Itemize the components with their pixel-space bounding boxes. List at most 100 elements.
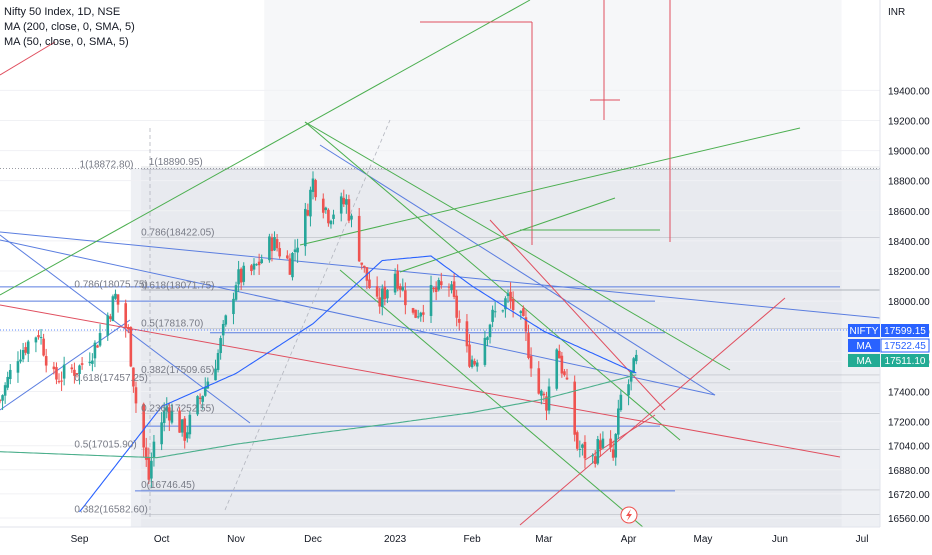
ma50-line	[79, 255, 637, 513]
candle-body	[214, 368, 217, 381]
price-tag-name-label: MA	[857, 356, 872, 367]
candle-body	[563, 371, 566, 376]
time-tick-label: May	[694, 534, 713, 545]
candle-body	[96, 345, 99, 348]
candle-body	[268, 236, 271, 261]
trendline-red	[489, 219, 666, 411]
candle-body	[78, 365, 81, 375]
fib-label: 0.786(18075.75)	[74, 280, 147, 291]
price-tag-name	[848, 339, 880, 352]
candle-body	[314, 180, 317, 198]
trendline-green	[339, 269, 671, 551]
candle-body	[288, 258, 292, 275]
price-tick-label: 18400.00	[888, 237, 930, 248]
candle-body	[311, 178, 315, 192]
price-tick-label: 18200.00	[888, 267, 930, 278]
price-tick-label: 18600.00	[888, 207, 930, 218]
candle-body	[39, 336, 43, 338]
candle-body	[188, 414, 192, 435]
candle-body	[106, 315, 110, 336]
candle-body	[275, 239, 279, 249]
candle-body	[273, 237, 276, 251]
candle-body	[401, 287, 405, 291]
candle-body	[185, 432, 189, 439]
candle-body	[475, 362, 479, 367]
candle-body	[347, 199, 351, 221]
candle-body	[416, 316, 420, 318]
candle-body	[8, 369, 12, 380]
candle-body	[383, 286, 387, 300]
candle-body	[522, 308, 525, 316]
legend-ma50[interactable]: MA (50, close, 0, SMA, 5)	[4, 36, 129, 48]
candle-body	[203, 386, 207, 396]
trendline-blue	[0, 231, 881, 319]
candle-body	[565, 377, 569, 380]
candle-body	[414, 309, 417, 318]
candle-body	[232, 298, 235, 315]
candle-body	[62, 364, 66, 379]
fib-label: 0.5(17015.90)	[74, 439, 136, 450]
price-tag-value-label: 17599.15	[884, 326, 926, 337]
candle-body	[560, 355, 564, 374]
candle-body	[286, 255, 289, 259]
candle-body	[452, 281, 456, 297]
candle-body	[234, 285, 238, 300]
time-tick-label: Feb	[463, 534, 481, 545]
candle-body	[632, 358, 636, 374]
trendline-green	[304, 121, 731, 371]
candle-body	[404, 290, 407, 306]
candle-body	[350, 215, 353, 220]
fib-zone-top	[264, 0, 842, 168]
time-tick-label: Dec	[304, 534, 322, 545]
candle-body	[509, 291, 512, 302]
candle-body	[429, 284, 433, 316]
candle-body	[126, 326, 130, 330]
time-tick-label: Jun	[772, 534, 788, 545]
candle-body	[542, 393, 546, 396]
candle-body	[42, 338, 45, 356]
fib-label: 0.618(17457.25)	[74, 373, 147, 384]
candle-body	[304, 208, 307, 247]
price-tick-label: 17200.00	[888, 418, 930, 429]
candle-body	[378, 297, 382, 307]
candle-body	[111, 296, 115, 322]
candle-body	[257, 261, 261, 266]
candle-body	[524, 317, 528, 332]
candle-body	[165, 406, 169, 411]
fib-label: 0.786(18422.05)	[141, 228, 214, 239]
candle-body	[375, 286, 379, 297]
fib-label: 0.236(17252.55)	[141, 404, 214, 415]
candle-body	[411, 308, 415, 313]
candle-body	[93, 342, 97, 359]
candle-body	[468, 344, 471, 367]
candle-body	[98, 333, 102, 346]
candle-body	[201, 396, 204, 402]
price-axis-bg	[880, 0, 932, 550]
price-tick-label: 19000.00	[888, 147, 930, 158]
candle-body	[109, 316, 112, 319]
trendline-red	[519, 297, 786, 526]
trendline-red	[0, 41, 56, 76]
candle-body	[419, 312, 423, 317]
fib-zone-right	[141, 167, 842, 527]
candle-body	[465, 321, 469, 347]
candle-body	[327, 209, 330, 224]
candle-body	[360, 262, 364, 265]
price-tick-label: 17400.00	[888, 387, 930, 398]
legend-ma200[interactable]: MA (200, close, 0, SMA, 5)	[4, 21, 135, 33]
candle-body	[198, 397, 202, 399]
candle-body	[152, 441, 156, 458]
price-tag-value	[881, 354, 929, 367]
price-tick-label: 16720.00	[888, 490, 930, 501]
candle-body	[506, 293, 510, 297]
legend-symbol[interactable]: Nifty 50 Index, 1D, NSE	[4, 6, 121, 18]
time-tick-label: Sep	[71, 534, 89, 545]
candle-body	[162, 410, 166, 424]
candle-body	[537, 368, 541, 394]
candle-body	[488, 324, 492, 338]
candle-body	[493, 311, 497, 313]
candle-body	[24, 347, 27, 353]
candle-body	[519, 311, 523, 313]
